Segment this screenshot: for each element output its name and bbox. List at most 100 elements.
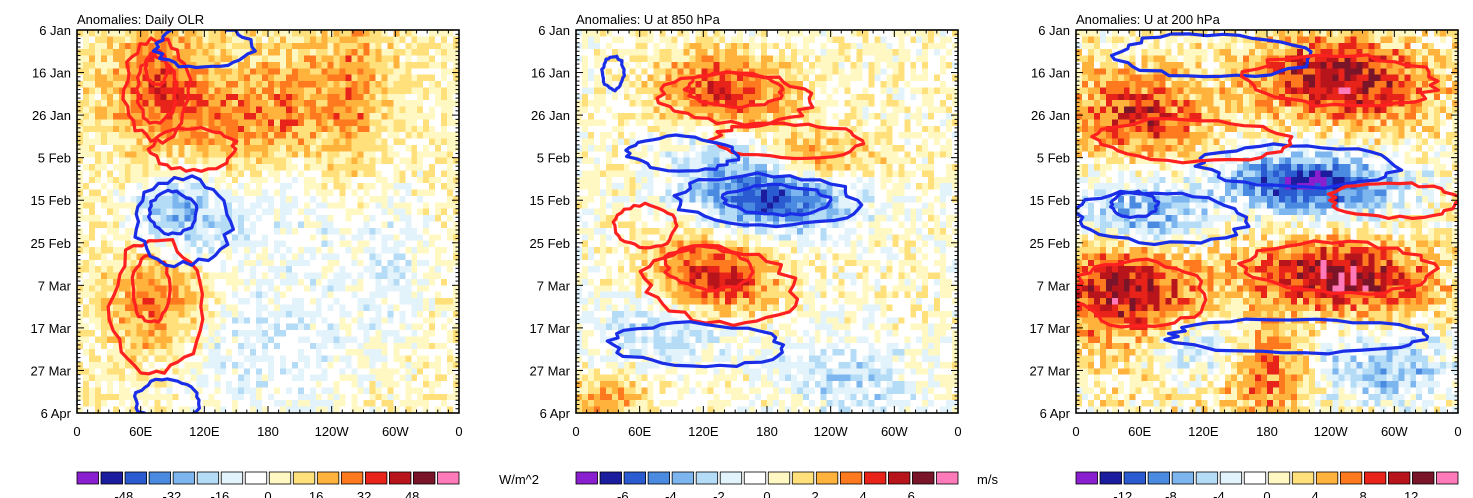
field-cell	[214, 208, 221, 216]
field-cell	[309, 259, 317, 267]
field-cell	[118, 285, 126, 293]
field-cell	[232, 285, 239, 293]
field-cell	[808, 55, 816, 63]
field-cell	[250, 100, 257, 108]
field-cell	[190, 298, 197, 306]
field-cell	[297, 81, 305, 89]
field-cell	[946, 68, 953, 76]
field-cell	[351, 400, 359, 408]
field-cell	[321, 291, 329, 299]
field-cell	[599, 55, 607, 63]
field-cell	[916, 36, 923, 44]
field-cell	[118, 374, 126, 382]
field-cell	[190, 304, 197, 312]
field-cell	[796, 49, 804, 57]
field-cell	[784, 74, 792, 82]
field-cell	[262, 406, 269, 414]
field-cell	[719, 30, 726, 37]
field-cell	[238, 361, 245, 369]
field-cell	[399, 342, 406, 350]
field-cell	[256, 74, 263, 82]
field-cell	[220, 87, 227, 95]
field-cell	[707, 74, 714, 82]
field-cell	[172, 183, 180, 191]
field-cell	[184, 310, 192, 318]
field-cell	[291, 227, 299, 235]
field-cell	[309, 81, 317, 89]
field-cell	[297, 55, 305, 63]
field-cell	[309, 100, 317, 108]
field-cell	[112, 195, 120, 203]
field-cell	[671, 74, 679, 82]
field-cell	[345, 240, 353, 248]
field-cell	[232, 106, 239, 114]
field-cell	[88, 298, 96, 306]
field-cell	[291, 68, 299, 76]
field-cell	[88, 81, 96, 89]
field-cell	[124, 42, 132, 50]
field-cell	[142, 125, 150, 133]
field-cell	[94, 387, 102, 395]
field-cell	[250, 304, 257, 312]
field-cell	[617, 100, 625, 108]
field-cell	[178, 349, 186, 357]
field-cell	[784, 68, 792, 76]
field-cell	[749, 49, 756, 57]
field-cell	[635, 87, 643, 95]
field-cell	[369, 138, 377, 146]
field-cell	[220, 36, 227, 44]
field-cell	[405, 100, 412, 108]
field-cell	[273, 55, 281, 63]
field-cell	[695, 100, 702, 108]
field-cell	[940, 68, 947, 76]
field-cell	[327, 151, 335, 159]
field-cell	[315, 151, 323, 159]
field-cell	[411, 323, 418, 331]
field-cell	[250, 310, 257, 318]
field-cell	[435, 368, 442, 376]
field-cell	[315, 374, 323, 382]
field-cell	[136, 221, 144, 229]
field-cell	[273, 202, 281, 210]
field-cell	[713, 36, 720, 44]
field-cell	[244, 240, 251, 248]
field-cell	[238, 393, 245, 401]
field-cell	[142, 285, 150, 293]
field-cell	[172, 138, 180, 146]
field-cell	[100, 138, 108, 146]
field-cell	[303, 304, 311, 312]
field-cell	[148, 74, 156, 82]
field-cell	[136, 157, 144, 165]
field-cell	[166, 227, 174, 235]
field-cell	[256, 202, 263, 210]
field-cell	[208, 144, 215, 152]
field-cell	[178, 374, 186, 382]
field-cell	[623, 49, 631, 57]
field-cell	[142, 81, 150, 89]
field-cell	[291, 81, 299, 89]
field-cell	[665, 55, 673, 63]
field-cell	[423, 132, 430, 140]
field-cell	[393, 336, 400, 344]
field-cell	[256, 298, 263, 306]
field-cell	[82, 227, 90, 235]
field-cell	[796, 100, 804, 108]
field-cell	[339, 119, 347, 127]
field-cell	[190, 368, 197, 376]
field-cell	[665, 30, 673, 37]
field-cell	[124, 227, 132, 235]
field-cell	[778, 49, 786, 57]
field-cell	[820, 30, 828, 37]
field-cell	[220, 30, 227, 37]
field-cell	[441, 61, 448, 69]
field-cell	[435, 100, 442, 108]
field-cell	[279, 355, 287, 363]
field-cell	[250, 240, 257, 248]
field-cell	[285, 144, 293, 152]
field-cell	[136, 215, 144, 223]
field-cell	[279, 259, 287, 267]
field-cell	[321, 215, 329, 223]
y-tick-label: 27 Mar	[31, 363, 72, 378]
field-cell	[285, 361, 293, 369]
field-cell	[202, 310, 209, 318]
